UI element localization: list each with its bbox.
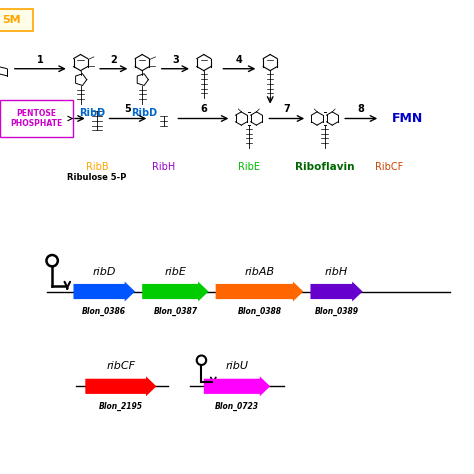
Text: ribE: ribE: [164, 266, 186, 277]
Text: RibCF: RibCF: [374, 162, 403, 172]
Text: Blon_0388: Blon_0388: [237, 307, 282, 316]
Text: Blon_0723: Blon_0723: [215, 401, 259, 411]
Text: Blon_0387: Blon_0387: [154, 307, 197, 316]
Text: RibB: RibB: [86, 162, 109, 172]
Text: 7: 7: [283, 104, 290, 114]
FancyArrow shape: [216, 282, 303, 301]
Text: 3: 3: [172, 55, 179, 65]
Text: Ribulose 5-P: Ribulose 5-P: [67, 173, 127, 182]
FancyArrow shape: [310, 282, 363, 301]
Text: RibD: RibD: [131, 108, 158, 118]
Text: 1: 1: [37, 55, 44, 65]
Text: ribAB: ribAB: [245, 266, 274, 277]
Text: PENTOSE
PHOSPHATE: PENTOSE PHOSPHATE: [10, 109, 63, 128]
Text: RibA: RibA: [17, 108, 42, 118]
Text: 5: 5: [125, 104, 131, 114]
Text: 6: 6: [200, 104, 207, 114]
FancyBboxPatch shape: [0, 9, 33, 31]
FancyArrow shape: [85, 376, 156, 396]
Text: ribCF: ribCF: [106, 361, 136, 372]
Text: ribU: ribU: [226, 361, 248, 372]
FancyArrow shape: [73, 282, 135, 301]
Text: RibD: RibD: [79, 108, 106, 118]
Text: 5M: 5M: [2, 15, 21, 26]
FancyArrow shape: [204, 376, 270, 396]
Text: Blon_0386: Blon_0386: [82, 307, 126, 316]
Text: Riboflavin: Riboflavin: [295, 162, 355, 172]
Text: 4: 4: [236, 55, 243, 65]
Text: 2: 2: [110, 55, 117, 65]
Text: 8: 8: [358, 104, 365, 114]
Text: Blon_0389: Blon_0389: [315, 307, 358, 316]
Text: RibH: RibH: [152, 162, 175, 172]
Text: ribD: ribD: [92, 266, 116, 277]
Text: RibE: RibE: [238, 162, 260, 172]
Text: FMN: FMN: [392, 112, 423, 125]
Text: Blon_2195: Blon_2195: [99, 401, 143, 411]
Text: ribH: ribH: [325, 266, 348, 277]
FancyBboxPatch shape: [0, 100, 73, 137]
FancyArrow shape: [142, 282, 209, 301]
